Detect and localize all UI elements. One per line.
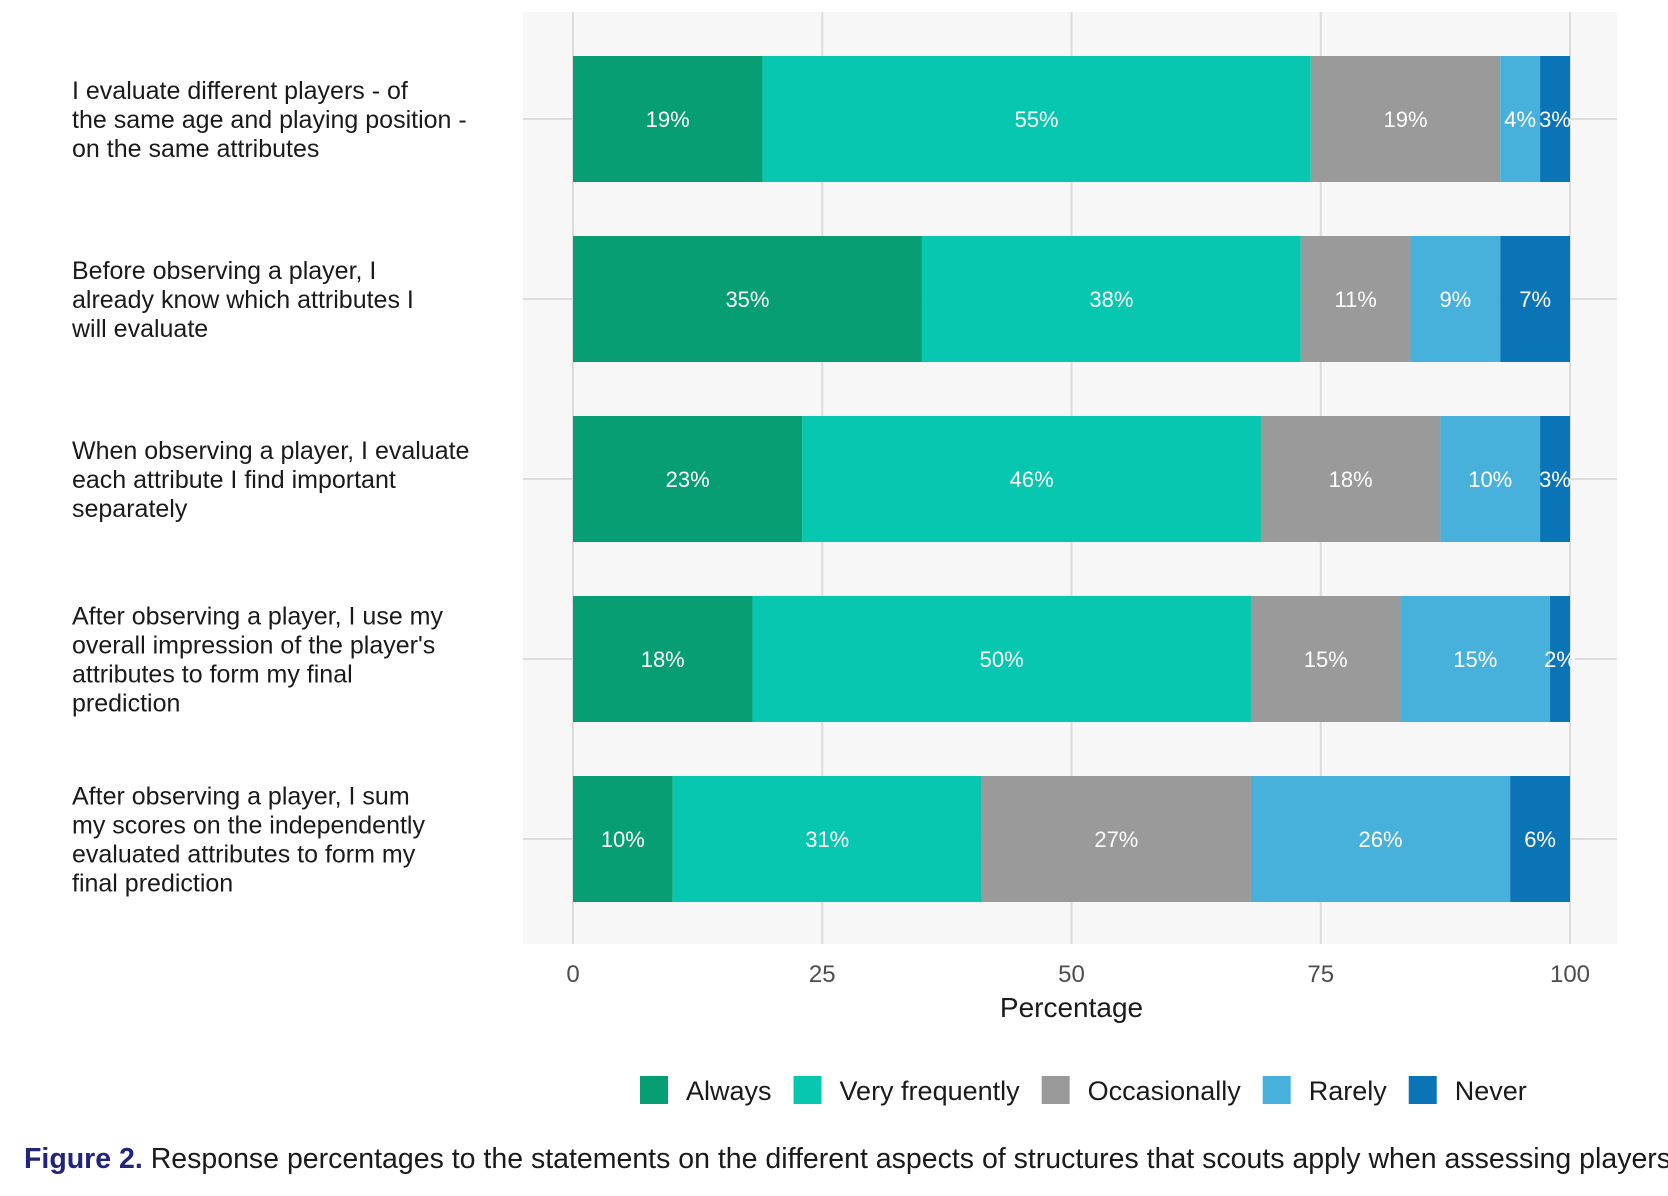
category-label: After observing a player, I use my overal… [72,603,444,718]
bar-segment [1510,776,1570,902]
figure-number: Figure 2. [24,1143,143,1175]
bar-segment [573,416,803,542]
bar-segment [752,596,1251,722]
legend-label: Never [1455,1076,1527,1106]
bar-segment [1500,236,1570,362]
bar-segment [573,56,763,182]
legend: Always Very frequently Occasionally Rarely N… [640,1076,1527,1106]
data-label: 27% [1094,827,1138,852]
figure-caption: Figure 2. Response percentages to the st… [24,1143,1668,1176]
data-label: 9% [1439,287,1471,312]
data-label: 3% [1539,107,1571,132]
legend-label: Always [686,1076,772,1106]
category-label: I evaluate different players - of the sam… [72,77,467,163]
data-label: 10% [1468,467,1512,492]
category-label: After observing a player, I sum my scores… [72,783,425,898]
category-label: When observing a player, I evaluate each … [72,437,469,523]
bar-segment [921,236,1301,362]
x-axis-title: Percentage [1000,992,1143,1023]
data-label: 15% [1453,647,1497,672]
data-label: 7% [1519,287,1551,312]
x-tick-label: 100 [1550,961,1590,988]
data-label: 19% [1383,107,1427,132]
bar-segment [672,776,982,902]
bar-segment [1400,596,1551,722]
bar-segment [1250,596,1401,722]
data-label: 6% [1524,827,1556,852]
bar-segment [1410,236,1501,362]
data-label: 11% [1334,287,1376,312]
data-label: 18% [641,647,685,672]
data-label: 55% [1015,107,1059,132]
bar-row: 35% 38% 11% 9% 7% [573,236,1570,362]
data-label: 2% [1544,647,1576,672]
data-label: 10% [601,827,645,852]
data-label: 23% [666,467,710,492]
bar-segment [1440,416,1541,542]
x-tick-label: 75 [1307,961,1334,988]
data-label: 46% [1010,467,1054,492]
data-label: 38% [1089,287,1133,312]
legend-label: Rarely [1309,1076,1388,1106]
bar-segment [573,236,922,362]
stacked-bar-chart: 19% 55% 19% 4% 3%35% 38% 11% 9% 7%23% 46% 18% 10% 3%… [71,12,1617,1106]
bar-segment [762,56,1311,182]
x-tick-label: 0 [566,961,579,988]
bar-row: 23% 46% 18% 10% 3% [573,416,1571,542]
data-label: 19% [646,107,690,132]
legend-swatch [1041,1076,1070,1104]
bar-row: 10% 31% 27% 26% 6% [573,776,1570,902]
bar-segment [1540,416,1570,542]
bar-segment [1250,776,1511,902]
bar-segment [1500,56,1541,182]
legend-swatch [640,1076,668,1104]
data-label: 18% [1329,467,1373,492]
bar-segment [1300,236,1411,362]
data-label: 31% [805,827,849,852]
data-label: 3% [1539,467,1571,492]
bar-row: 18% 50% 15% 15% 2% [573,596,1576,722]
bar-segment [1550,596,1570,722]
bar-segment [1260,416,1441,542]
data-label: 4% [1504,107,1536,132]
legend-label: Very frequently [840,1076,1021,1106]
data-label: 35% [725,287,769,312]
data-label: 50% [980,647,1024,672]
bar-segment [981,776,1251,902]
bar-segment [802,416,1261,542]
legend-swatch [793,1076,822,1104]
data-label: 15% [1304,647,1348,672]
bar-segment [1540,56,1570,182]
legend-swatch [1408,1076,1437,1104]
bar-segment [573,596,753,722]
legend-swatch [1262,1076,1291,1104]
x-tick-label: 25 [809,961,836,988]
legend-label: Occasionally [1088,1076,1242,1106]
bar-segment [573,776,673,902]
data-label: 26% [1359,827,1403,852]
bar-row: 19% 55% 19% 4% 3% [573,56,1571,182]
x-tick-label: 50 [1058,961,1085,988]
caption-text: Response percentages to the statements o… [150,1143,1668,1175]
bar-segment [1310,56,1501,182]
